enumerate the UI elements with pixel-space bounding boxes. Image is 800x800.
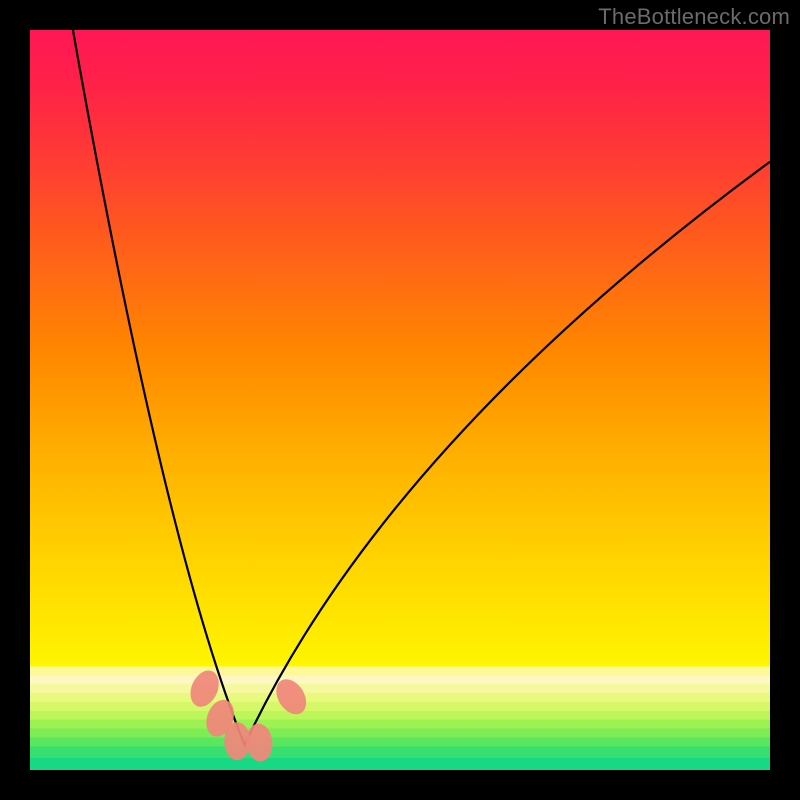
watermark-text: TheBottleneck.com [598, 4, 790, 30]
data-marker-2 [224, 722, 250, 760]
gradient-fill [30, 30, 770, 770]
bottleneck-chart [0, 0, 800, 800]
plot-area [30, 30, 770, 770]
